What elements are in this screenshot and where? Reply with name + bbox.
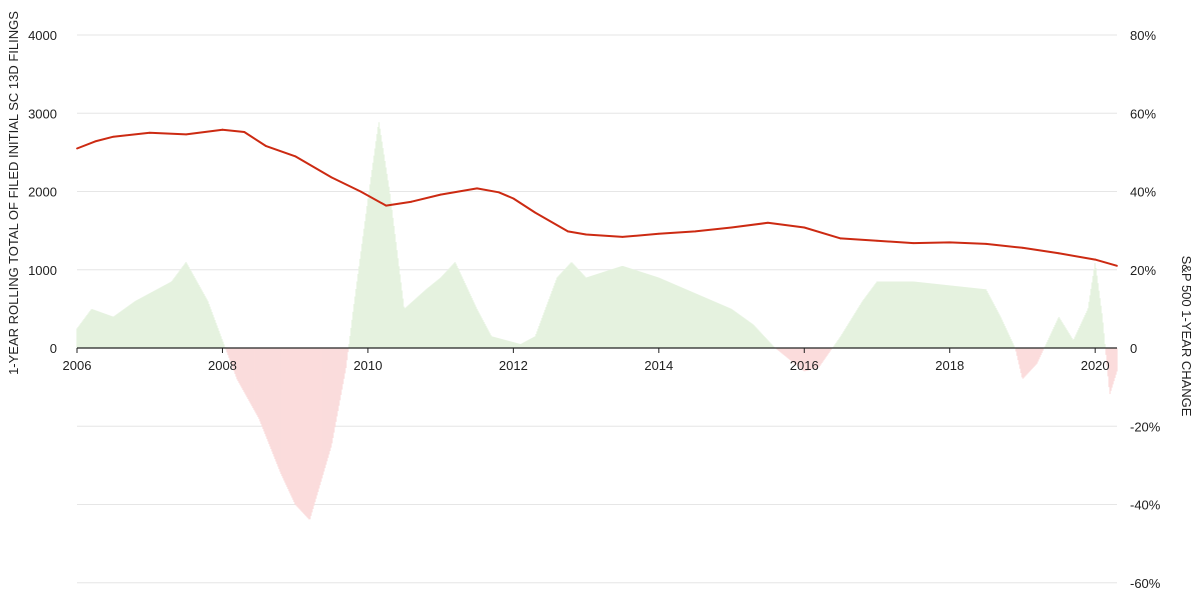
- filings-point: [112, 135, 115, 138]
- filings-point: [534, 211, 537, 214]
- filings-point: [439, 193, 442, 196]
- filings-point: [985, 243, 987, 245]
- filings-point: [657, 232, 660, 235]
- x-tick-label: 2016: [790, 358, 819, 373]
- filings-point: [330, 176, 333, 179]
- y-left-tick-label: 2000: [28, 185, 57, 200]
- filings-point: [1094, 258, 1097, 261]
- filings-point: [497, 191, 500, 194]
- filings-point: [512, 197, 515, 200]
- filings-point: [803, 226, 806, 229]
- filings-point: [185, 133, 187, 136]
- filings-point: [410, 200, 413, 203]
- filings-point: [148, 131, 151, 134]
- filings-point: [912, 242, 915, 245]
- left-axis-title: 1-YEAR ROLLING TOTAL OF FILED INITIAL SC…: [6, 11, 21, 375]
- y-right-tick-label: -20%: [1130, 419, 1161, 434]
- filings-point: [585, 233, 587, 236]
- gridlines: [77, 34, 1117, 584]
- filings-point: [76, 147, 78, 150]
- filings-point: [730, 226, 733, 229]
- filings-point: [476, 187, 478, 190]
- filings-point: [767, 221, 769, 224]
- filings-series-line: [76, 128, 1118, 267]
- y-right-tick-label: 0: [1130, 341, 1137, 356]
- y-left-tick-label: 4000: [28, 28, 57, 43]
- y-right-tick-label: 60%: [1130, 106, 1156, 121]
- right-axis-title: S&P 500 1-YEAR CHANGE: [1179, 256, 1194, 417]
- filings-point: [385, 204, 387, 207]
- x-tick-label: 2012: [499, 358, 528, 373]
- filings-point: [1021, 246, 1024, 249]
- y-left-tick-label: 1000: [28, 263, 57, 278]
- x-tick-label: 2006: [63, 358, 92, 373]
- y-right-tick-label: 80%: [1130, 28, 1156, 43]
- y-right-tick-label: -40%: [1130, 498, 1161, 513]
- filings-point: [265, 145, 267, 148]
- x-tick-label: 2010: [353, 358, 382, 373]
- sp500-change-area: [76, 122, 1118, 520]
- filings-point: [948, 241, 951, 244]
- filings-point: [1116, 264, 1118, 267]
- y-right-tick-label: 40%: [1130, 185, 1156, 200]
- filings-point: [876, 239, 878, 242]
- x-tick-label: 2020: [1081, 358, 1110, 373]
- y-right-tick-label: -60%: [1130, 576, 1161, 591]
- axis-ticks: 80% 60% 40% 20% 0 -20% -40% -60% 0 1000 2000 3000 40…: [28, 28, 1161, 591]
- y-left-tick-label: 3000: [28, 106, 57, 121]
- x-tick-label: 2018: [935, 358, 964, 373]
- filings-point: [243, 131, 246, 133]
- filings-point: [1057, 252, 1060, 255]
- filings-point: [359, 190, 362, 193]
- filings-point: [839, 237, 842, 240]
- filings-point: [621, 235, 624, 238]
- y-left-tick-label: 0: [50, 341, 57, 356]
- y-right-tick-label: 20%: [1130, 263, 1156, 278]
- filings-point: [567, 230, 569, 233]
- filings-point: [294, 155, 297, 158]
- filings-point: [694, 230, 697, 233]
- filings-point: [221, 128, 224, 131]
- filings-point: [94, 140, 97, 143]
- filings-line: [76, 128, 1118, 267]
- x-tick-label: 2014: [644, 358, 673, 373]
- x-tick-label: 2008: [208, 358, 237, 373]
